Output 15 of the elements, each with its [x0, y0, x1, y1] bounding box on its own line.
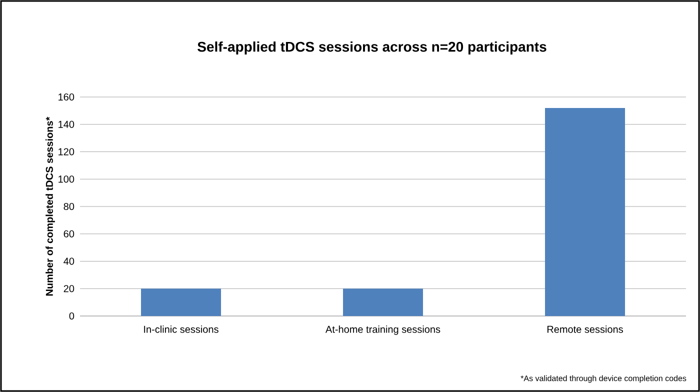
y-tick-label: 120	[58, 148, 74, 156]
chart-title: Self-applied tDCS sessions across n=20 participants	[198, 41, 546, 55]
x-tick-label: At-home training sessions	[325, 326, 440, 335]
y-tick-label: 60	[64, 230, 74, 238]
y-tick-label: 160	[58, 93, 74, 101]
y-tick-label: 140	[58, 120, 74, 128]
y-tick-label: 20	[64, 285, 74, 292]
text: *As validated through device completion codes	[520, 375, 686, 383]
y-tick-label: 80	[64, 202, 74, 210]
y-tick-label: 0	[69, 312, 74, 320]
x-tick-label: Remote sessions	[547, 326, 623, 333]
y-tick-label: 100	[58, 176, 74, 183]
y-axis-title: Number of completed tDCS sessions*	[46, 116, 55, 296]
y-tick-label: 40	[64, 258, 74, 265]
x-tick-label: In-clinic sessions	[144, 326, 218, 333]
